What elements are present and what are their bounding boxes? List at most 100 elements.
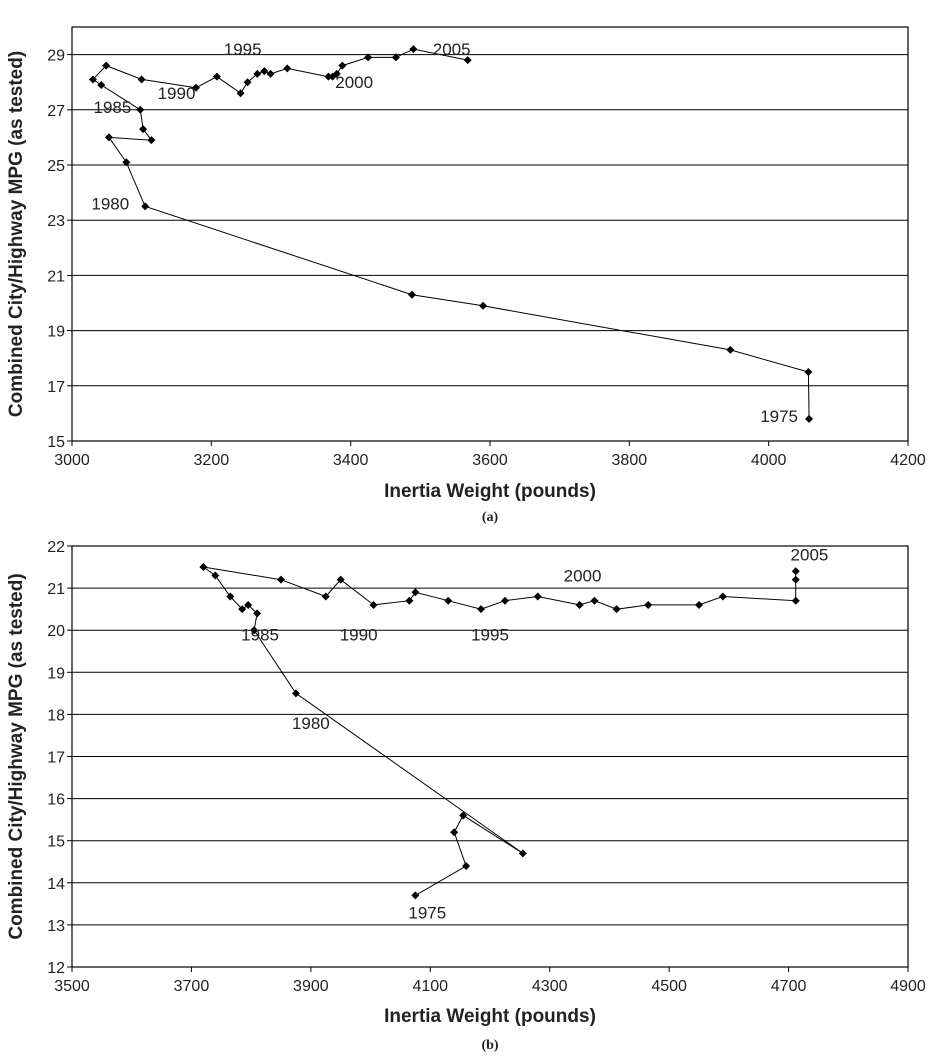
y-tick-label: 17 [47, 379, 65, 396]
data-point [805, 414, 814, 423]
data-point [244, 600, 253, 609]
data-point [450, 828, 459, 837]
chart-panel-b: 12 13 14 15 16 17 18 19 20 21 22 3500 3700 3900 4100 43… [6, 539, 926, 1053]
data-point [533, 592, 542, 601]
data-point [463, 56, 472, 65]
data-point [236, 89, 245, 98]
data-point [518, 849, 527, 858]
data-point [411, 891, 420, 900]
y-tick-label: 21 [47, 268, 65, 285]
x-tick-label: 4300 [532, 978, 568, 995]
y-tick-label: 29 [47, 48, 65, 65]
series-line [92, 48, 810, 419]
y-tick-label: 19 [47, 324, 65, 341]
x-tick-label: 3000 [54, 452, 90, 469]
data-point [369, 600, 378, 609]
data-point [612, 605, 621, 614]
year-annotation: 1975 [408, 903, 446, 922]
year-annotation: 1990 [340, 625, 378, 644]
data-point [332, 69, 341, 78]
data-point [253, 609, 262, 618]
year-annotation: 1985 [241, 625, 279, 644]
data-point [324, 72, 333, 81]
data-point [88, 75, 97, 84]
data-point [726, 345, 735, 354]
x-tick-label: 4700 [771, 978, 807, 995]
data-point [211, 571, 220, 580]
y-axis-title: Combined City/Highway MPG (as tested) [6, 573, 27, 939]
data-point [459, 811, 468, 820]
x-tick-label: 3200 [194, 452, 230, 469]
year-annotation: 1980 [91, 195, 129, 214]
data-point [644, 600, 653, 609]
data-point [391, 53, 400, 62]
data-point [137, 75, 146, 84]
data-point [575, 600, 584, 609]
data-point [192, 83, 201, 92]
data-point [283, 64, 292, 73]
x-tick-label: 3800 [612, 452, 648, 469]
data-point [791, 596, 800, 605]
x-tick-label: 3500 [54, 978, 90, 995]
y-tick-label: 19 [47, 665, 65, 682]
data-point [407, 290, 416, 299]
data-point [321, 592, 330, 601]
year-annotation: 1995 [224, 40, 262, 59]
x-axis-title: Inertia Weight (pounds) [384, 1006, 596, 1027]
data-point [695, 600, 703, 609]
x-axis-title: Inertia Weight (pounds) [384, 481, 596, 502]
y-tick-label: 25 [47, 158, 65, 175]
year-annotation: 1980 [292, 714, 330, 733]
y-tick-label: 16 [47, 792, 65, 809]
data-point [212, 72, 221, 81]
data-point [97, 80, 106, 89]
year-annotation: 1990 [158, 84, 196, 103]
data-point [104, 133, 113, 142]
y-axis-title: Combined City/Highway MPG (as tested) [6, 51, 27, 417]
data-point [260, 67, 269, 76]
panel-label: (a) [482, 510, 499, 525]
x-tick-label: 4000 [751, 452, 787, 469]
x-tick-label: 3900 [293, 978, 329, 995]
data-point [405, 596, 414, 605]
data-point [590, 596, 599, 605]
year-annotation: 2005 [433, 40, 471, 59]
data-point [250, 626, 259, 635]
data-point [409, 45, 418, 54]
data-point [791, 567, 800, 576]
data-point [791, 575, 800, 584]
chart-panel-a: 15 17 19 21 23 25 27 29 3000 3200 3400 3600 3800 4000… [6, 26, 926, 525]
x-tick-label: 4900 [890, 978, 926, 995]
data-point [253, 69, 262, 78]
x-tick-label: 4200 [890, 452, 926, 469]
data-point [238, 605, 247, 614]
x-tick-label: 3600 [472, 452, 508, 469]
data-point [122, 158, 131, 167]
data-point [411, 588, 420, 597]
data-point [462, 861, 471, 870]
year-annotation: 1995 [471, 625, 509, 644]
y-tick-label: 23 [47, 213, 65, 230]
data-point [136, 105, 145, 114]
year-annotation: 2000 [564, 566, 602, 585]
y-tick-label: 14 [47, 876, 65, 893]
data-point [364, 53, 373, 62]
panel-label: (b) [481, 1038, 498, 1053]
y-tick-label: 22 [47, 539, 65, 556]
y-tick-label: 15 [47, 834, 65, 851]
y-tick-label: 12 [47, 960, 65, 977]
year-annotation: 2005 [791, 545, 829, 564]
year-annotation: 2000 [335, 73, 373, 92]
data-point [266, 69, 275, 78]
data-point [139, 125, 148, 134]
y-tick-label: 27 [47, 103, 65, 120]
data-point [718, 592, 727, 601]
data-point [500, 596, 509, 605]
x-tick-label: 3400 [333, 452, 369, 469]
data-point [199, 563, 208, 572]
year-annotation: 1975 [760, 407, 798, 426]
data-point [477, 605, 486, 614]
x-tick-label: 3700 [174, 978, 210, 995]
data-point [243, 78, 252, 87]
